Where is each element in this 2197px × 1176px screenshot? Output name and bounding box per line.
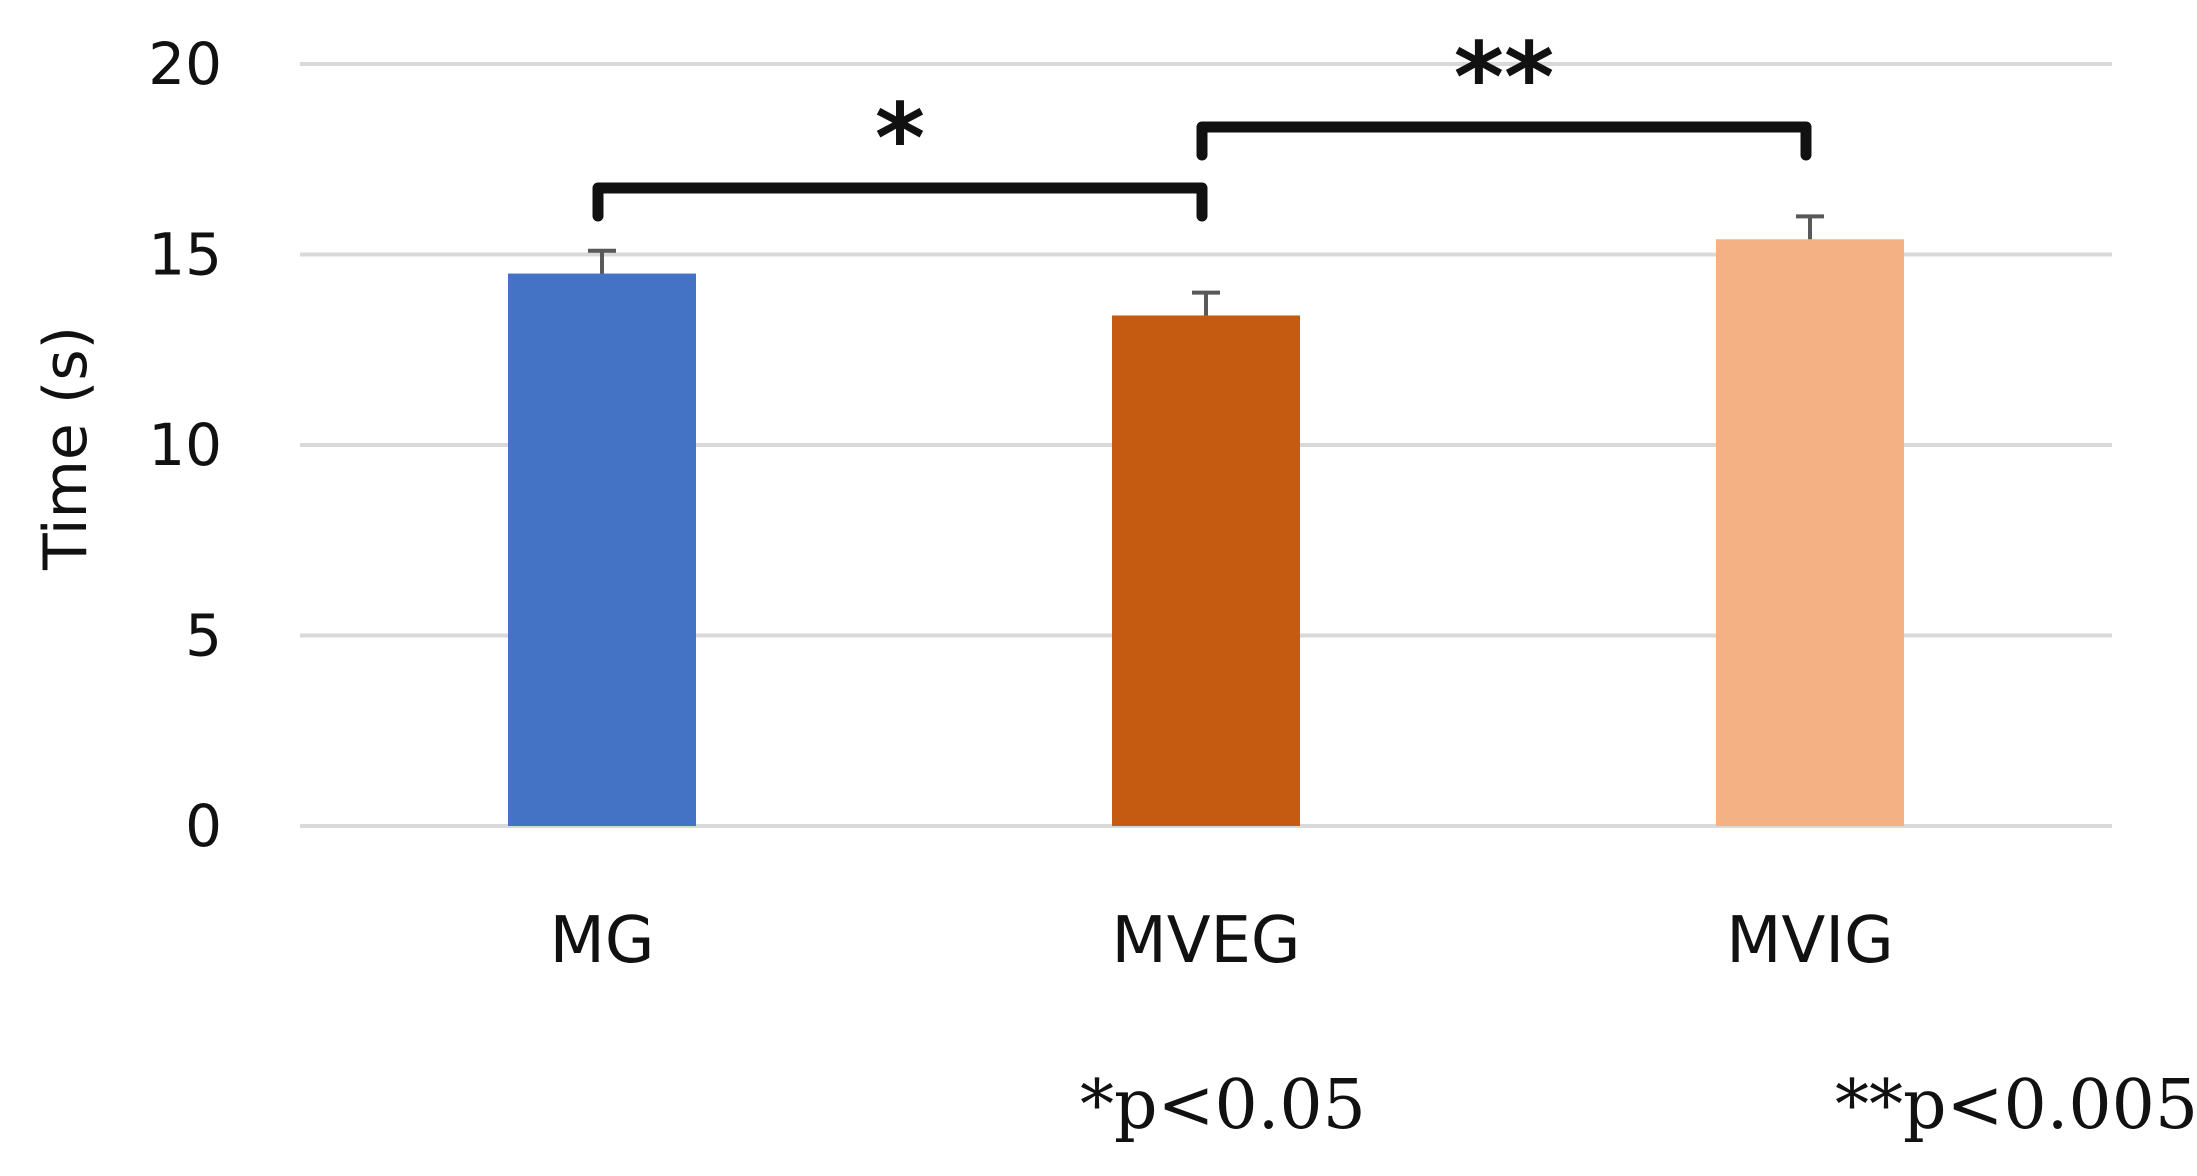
category-label: MVIG [1726, 904, 1893, 978]
y-tick-label: 10 [148, 411, 222, 479]
bar-mvig [1716, 239, 1904, 826]
y-tick-label: 0 [185, 792, 222, 860]
significance-brackets: *** [592, 22, 1812, 222]
y-tick-label: 15 [148, 221, 222, 289]
category-label: MG [550, 904, 655, 978]
bars [508, 239, 1904, 826]
category-labels: MG MVEG MVIG [550, 904, 1894, 978]
bar-mveg [1112, 315, 1300, 826]
bar-mg [508, 273, 696, 826]
y-axis-title: Time (s) [31, 326, 101, 571]
y-tick-labels: 0 5 10 15 20 [148, 30, 222, 860]
footnote-p0005: **p<0.005 [1835, 1066, 2197, 1145]
significance-bracket [592, 182, 1208, 222]
y-tick-label: 20 [148, 30, 222, 98]
significance-bracket [1196, 121, 1812, 161]
error-bars [588, 214, 1824, 316]
significance-mark: ** [1454, 22, 1554, 134]
category-label: MVEG [1111, 904, 1300, 978]
significance-mark: * [875, 83, 925, 195]
y-tick-label: 5 [185, 602, 222, 670]
footnote-p005: *p<0.05 [1080, 1066, 1366, 1145]
